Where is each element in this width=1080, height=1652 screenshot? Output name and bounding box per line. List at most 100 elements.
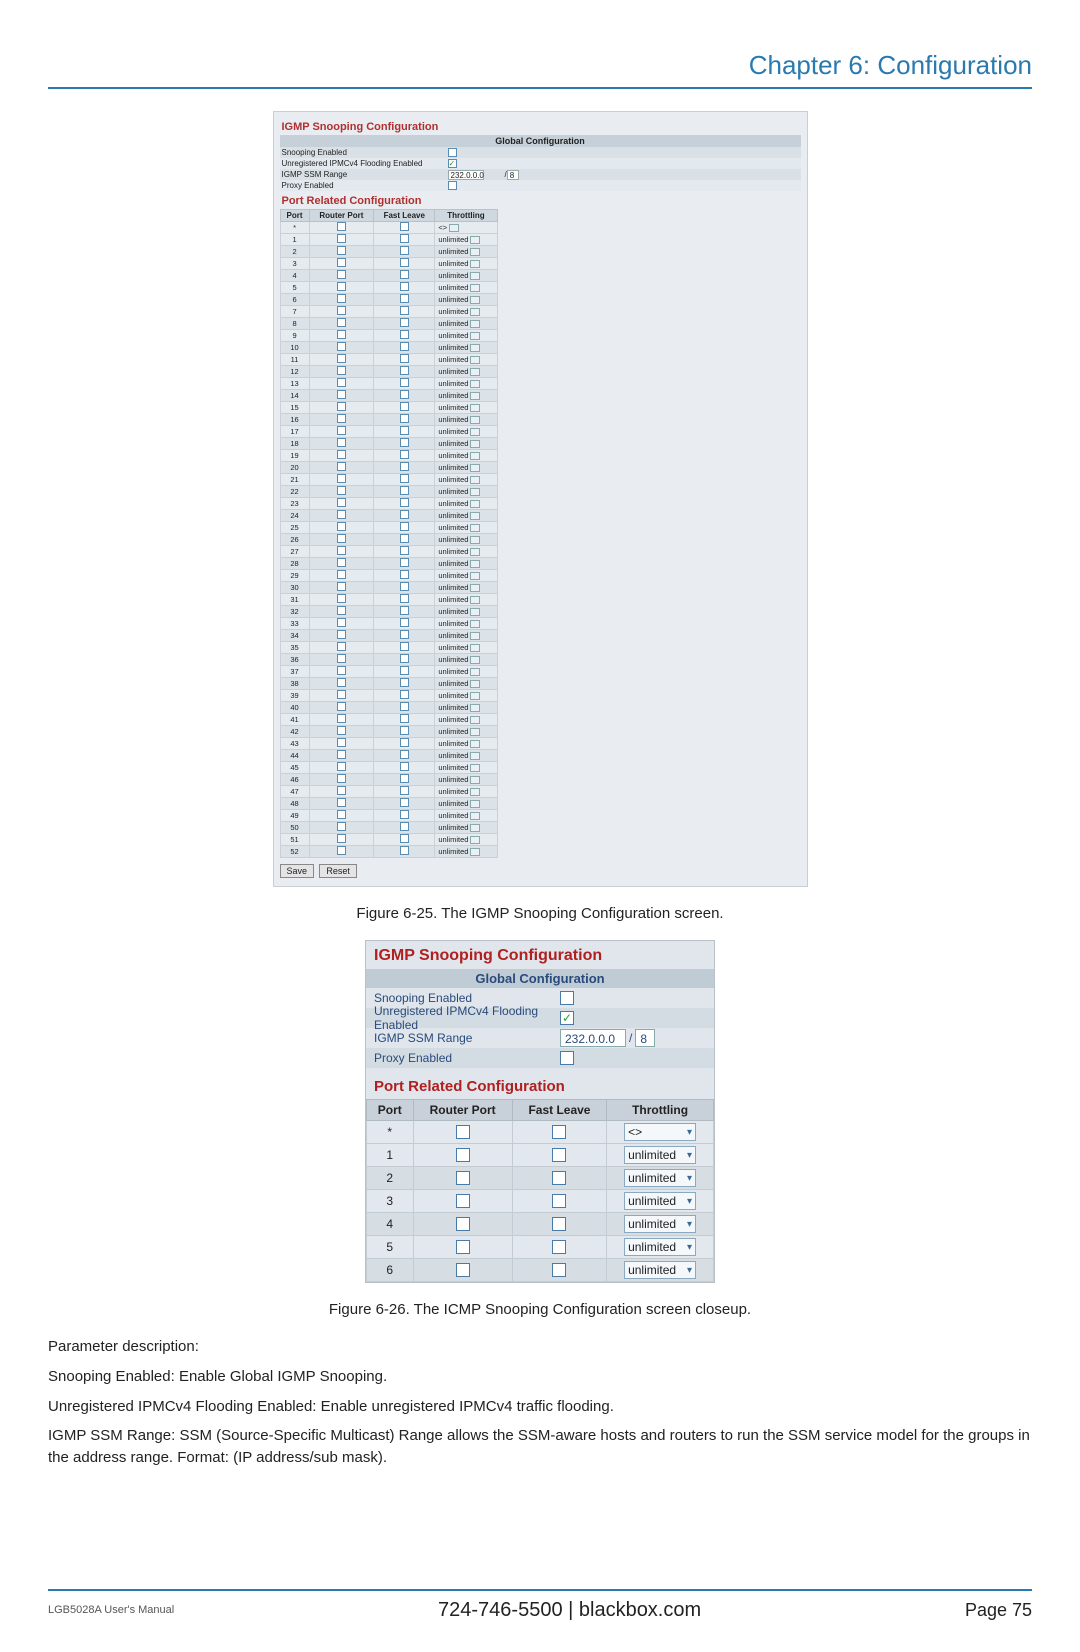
throttling-dropdown[interactable] xyxy=(470,356,480,364)
port-checkbox[interactable] xyxy=(337,342,346,351)
throttling-select[interactable]: <>▾ xyxy=(624,1123,696,1141)
port-checkbox[interactable] xyxy=(337,654,346,663)
port-checkbox[interactable] xyxy=(400,570,409,579)
port-checkbox[interactable] xyxy=(400,414,409,423)
throttling-dropdown[interactable] xyxy=(470,596,480,604)
port-checkbox[interactable] xyxy=(400,450,409,459)
throttling-dropdown[interactable] xyxy=(470,488,480,496)
port-checkbox[interactable] xyxy=(400,810,409,819)
throttling-dropdown[interactable] xyxy=(470,572,480,580)
throttling-dropdown[interactable] xyxy=(470,716,480,724)
port-checkbox[interactable] xyxy=(552,1194,566,1208)
throttling-select[interactable]: unlimited▾ xyxy=(624,1261,696,1279)
throttling-dropdown[interactable] xyxy=(470,728,480,736)
throttling-dropdown[interactable] xyxy=(470,548,480,556)
port-checkbox[interactable] xyxy=(337,522,346,531)
throttling-dropdown[interactable] xyxy=(470,536,480,544)
port-checkbox[interactable] xyxy=(337,762,346,771)
throttling-dropdown[interactable] xyxy=(470,524,480,532)
port-checkbox[interactable] xyxy=(337,450,346,459)
port-checkbox[interactable] xyxy=(400,834,409,843)
port-checkbox[interactable] xyxy=(400,618,409,627)
throttling-select[interactable]: unlimited▾ xyxy=(624,1238,696,1256)
port-checkbox[interactable] xyxy=(337,414,346,423)
port-checkbox[interactable] xyxy=(337,438,346,447)
throttling-dropdown[interactable] xyxy=(470,836,480,844)
port-checkbox[interactable] xyxy=(456,1171,470,1185)
throttling-dropdown[interactable] xyxy=(470,620,480,628)
port-checkbox[interactable] xyxy=(337,690,346,699)
port-checkbox[interactable] xyxy=(400,702,409,711)
port-checkbox[interactable] xyxy=(400,246,409,255)
proxy-checkbox[interactable] xyxy=(448,181,457,190)
throttling-dropdown[interactable] xyxy=(470,320,480,328)
port-checkbox[interactable] xyxy=(456,1125,470,1139)
throttling-dropdown[interactable] xyxy=(470,764,480,772)
flooding-checkbox[interactable] xyxy=(448,159,457,168)
port-checkbox[interactable] xyxy=(400,342,409,351)
throttling-dropdown[interactable] xyxy=(470,800,480,808)
port-checkbox[interactable] xyxy=(337,282,346,291)
throttling-select[interactable]: unlimited▾ xyxy=(624,1146,696,1164)
port-checkbox[interactable] xyxy=(400,606,409,615)
port-checkbox[interactable] xyxy=(400,750,409,759)
port-checkbox[interactable] xyxy=(400,474,409,483)
throttling-dropdown[interactable] xyxy=(470,476,480,484)
snooping-checkbox[interactable] xyxy=(448,148,457,157)
port-checkbox[interactable] xyxy=(400,822,409,831)
port-checkbox[interactable] xyxy=(337,738,346,747)
throttling-dropdown[interactable] xyxy=(470,776,480,784)
port-checkbox[interactable] xyxy=(337,270,346,279)
port-checkbox[interactable] xyxy=(552,1240,566,1254)
port-checkbox[interactable] xyxy=(337,846,346,855)
port-checkbox[interactable] xyxy=(400,426,409,435)
throttling-dropdown[interactable] xyxy=(470,452,480,460)
throttling-dropdown[interactable] xyxy=(470,272,480,280)
throttling-dropdown[interactable] xyxy=(470,692,480,700)
port-checkbox[interactable] xyxy=(337,366,346,375)
port-checkbox[interactable] xyxy=(400,354,409,363)
port-checkbox[interactable] xyxy=(400,294,409,303)
port-checkbox[interactable] xyxy=(456,1148,470,1162)
throttling-dropdown[interactable] xyxy=(470,380,480,388)
throttling-dropdown[interactable] xyxy=(470,404,480,412)
port-checkbox[interactable] xyxy=(400,774,409,783)
port-checkbox[interactable] xyxy=(337,318,346,327)
throttling-dropdown[interactable] xyxy=(470,260,480,268)
port-checkbox[interactable] xyxy=(400,402,409,411)
port-checkbox[interactable] xyxy=(337,546,346,555)
port-checkbox[interactable] xyxy=(400,690,409,699)
port-checkbox[interactable] xyxy=(400,486,409,495)
port-checkbox[interactable] xyxy=(400,534,409,543)
throttling-dropdown[interactable] xyxy=(470,848,480,856)
port-checkbox[interactable] xyxy=(337,558,346,567)
throttling-dropdown[interactable] xyxy=(470,656,480,664)
port-checkbox[interactable] xyxy=(400,546,409,555)
port-checkbox[interactable] xyxy=(337,666,346,675)
port-checkbox[interactable] xyxy=(337,798,346,807)
port-checkbox[interactable] xyxy=(400,594,409,603)
reset-button[interactable]: Reset xyxy=(319,864,357,878)
throttling-dropdown[interactable] xyxy=(470,344,480,352)
port-checkbox[interactable] xyxy=(337,402,346,411)
port-checkbox[interactable] xyxy=(400,630,409,639)
port-checkbox[interactable] xyxy=(400,366,409,375)
throttling-dropdown[interactable] xyxy=(470,824,480,832)
throttling-dropdown[interactable] xyxy=(470,608,480,616)
port-checkbox[interactable] xyxy=(400,378,409,387)
throttling-dropdown[interactable] xyxy=(470,440,480,448)
throttling-dropdown[interactable] xyxy=(470,680,480,688)
port-checkbox[interactable] xyxy=(400,642,409,651)
flooding-checkbox-close[interactable] xyxy=(560,1011,574,1025)
port-checkbox[interactable] xyxy=(400,582,409,591)
throttling-select[interactable]: unlimited▾ xyxy=(624,1169,696,1187)
port-checkbox[interactable] xyxy=(400,714,409,723)
port-checkbox[interactable] xyxy=(337,534,346,543)
throttling-dropdown[interactable] xyxy=(470,392,480,400)
throttling-dropdown[interactable] xyxy=(470,788,480,796)
port-checkbox[interactable] xyxy=(337,378,346,387)
snooping-checkbox-close[interactable] xyxy=(560,991,574,1005)
port-checkbox[interactable] xyxy=(400,738,409,747)
port-checkbox[interactable] xyxy=(400,438,409,447)
port-checkbox[interactable] xyxy=(337,810,346,819)
